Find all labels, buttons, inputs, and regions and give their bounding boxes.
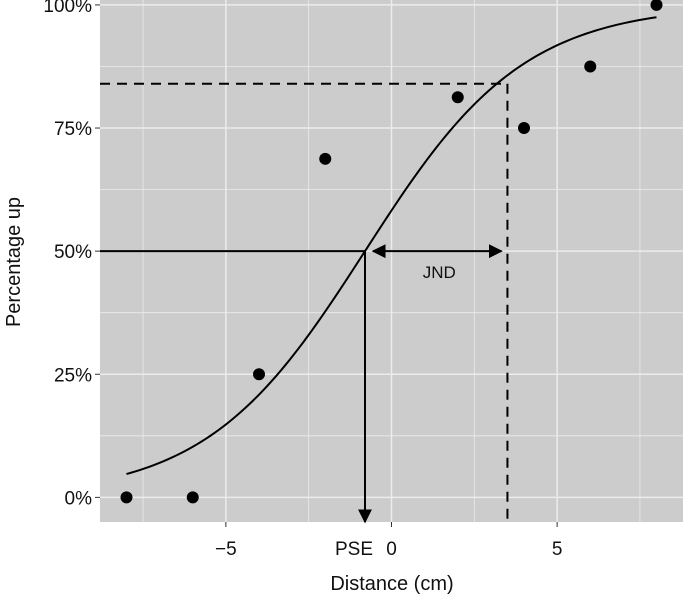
data-point [120,491,133,504]
data-point [253,368,265,381]
x-tick-label: 5 [552,539,563,560]
data-point [451,91,464,104]
pse-label: PSE [335,539,373,560]
data-point [650,0,663,11]
x-axis: −5 0 5 [215,522,562,560]
jnd-label: JND [423,263,456,282]
y-tick-label: 100% [43,0,92,17]
data-point [518,122,530,135]
data-points [120,0,663,504]
data-point [319,152,332,165]
data-point [186,491,199,504]
y-axis: 0% 25% 50% 75% 100% [43,0,100,509]
fitted-curve [126,16,657,475]
annotation-lines [100,82,509,524]
y-tick-label: 0% [65,488,93,509]
x-axis-title: Distance (cm) [330,573,453,595]
y-tick-label: 75% [54,119,92,140]
y-axis-title: Percentage up [3,197,25,327]
y-tick-label: 25% [54,365,92,386]
x-tick-label: 0 [386,539,397,560]
x-tick-label: −5 [215,539,237,560]
y-tick-label: 50% [54,242,92,263]
data-point [584,60,597,73]
